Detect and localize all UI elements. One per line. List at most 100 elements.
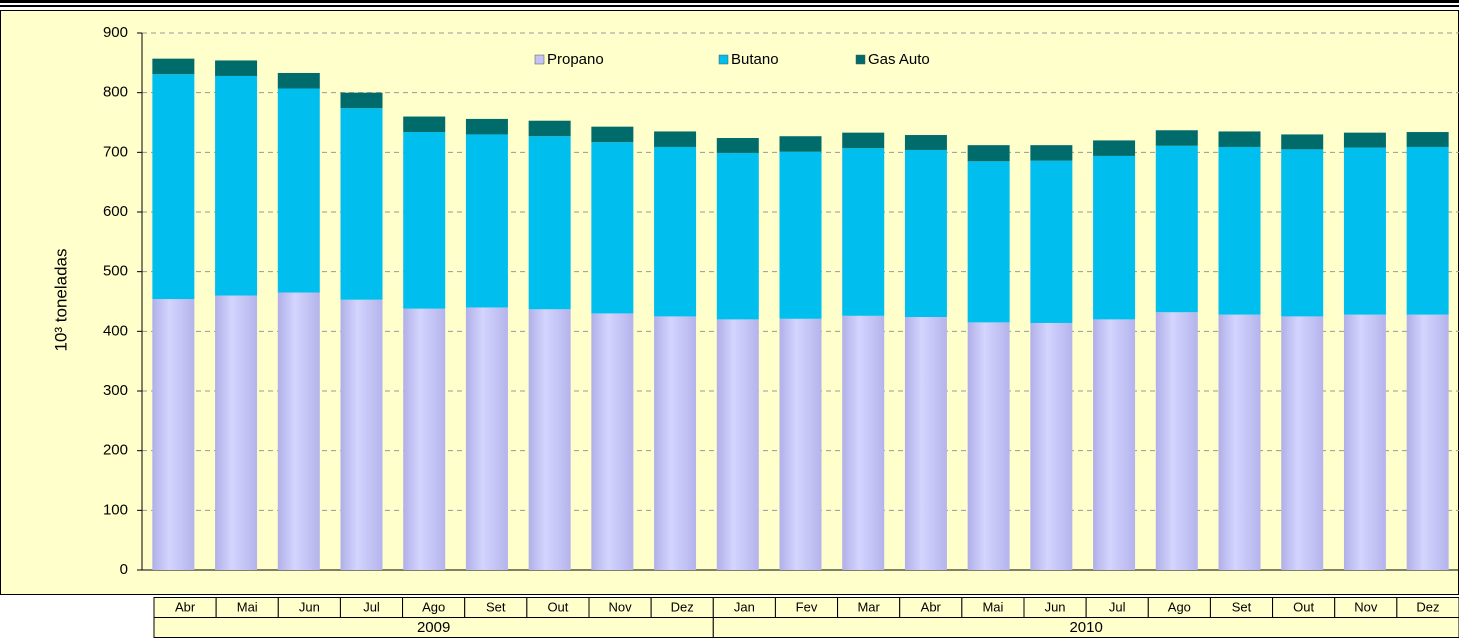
bar-segment [340, 92, 383, 109]
bar-segment [403, 116, 446, 133]
bar-segment [1343, 132, 1386, 148]
legend-marker [534, 54, 545, 65]
bar-segment [1030, 145, 1073, 161]
bar-segment [1281, 134, 1324, 150]
bar-segment [654, 146, 697, 317]
legend-marker [718, 54, 729, 65]
y-tick-label: 800 [103, 84, 128, 101]
y-axis-label: 10³ toneladas [51, 248, 70, 351]
bar-segment [842, 315, 885, 570]
top-border [0, 5, 1459, 7]
bar-segment [215, 60, 258, 76]
x-tick-label: Set [1232, 599, 1252, 614]
bar-segment [1093, 319, 1136, 570]
bar-segment [1155, 130, 1198, 146]
x-tick-label: Jul [1109, 599, 1126, 614]
legend-marker [855, 54, 866, 65]
y-tick-label: 700 [103, 143, 128, 160]
bar-segment [842, 148, 885, 316]
bar-segment [842, 132, 885, 149]
y-tick-label: 0 [120, 561, 128, 578]
x-tick-label: Nov [609, 599, 633, 614]
bar-segment [1406, 146, 1449, 315]
bar-segment [528, 120, 571, 137]
bar-segment [967, 322, 1010, 570]
x-tick-label: Ago [422, 599, 445, 614]
bar-segment [1093, 155, 1136, 320]
x-tick-label: Dez [1416, 599, 1439, 614]
x-tick-label: Abr [921, 599, 942, 614]
x-tick-label: Out [1293, 599, 1314, 614]
bar-segment [1406, 314, 1449, 570]
bar-segment [403, 132, 446, 309]
bar-segment [1093, 140, 1136, 156]
bar-segment [1343, 314, 1386, 570]
bar-segment [528, 136, 571, 310]
x-tick-label: Set [486, 599, 506, 614]
y-tick-label: 900 [103, 24, 128, 41]
bar-segment [654, 131, 697, 147]
bar-segment [152, 299, 195, 570]
y-tick-label: 100 [103, 501, 128, 518]
bar-segment [1155, 312, 1198, 570]
bar-segment [591, 313, 634, 570]
x-tick-label: Mai [237, 599, 258, 614]
bar-segment [779, 136, 822, 152]
x-tick-label: Jan [734, 599, 755, 614]
bar-segment [1406, 132, 1449, 147]
top-border [0, 0, 1459, 3]
y-tick-label: 500 [103, 263, 128, 280]
legend-label: Propano [547, 51, 604, 68]
x-tick-label: Mai [982, 599, 1003, 614]
bar-segment [1218, 314, 1261, 570]
bar-segment [779, 318, 822, 570]
bar-segment [528, 309, 571, 570]
bar-segment [340, 299, 383, 570]
bar-segment [277, 72, 320, 89]
bar-segment [967, 145, 1010, 162]
bar-segment [465, 307, 508, 570]
x-tick-label: Jul [363, 599, 380, 614]
bar-segment [591, 126, 634, 143]
bar-segment [152, 58, 195, 75]
bar-segment [403, 308, 446, 570]
bar-segment [904, 149, 947, 318]
bar-segment [1155, 145, 1198, 313]
y-tick-label: 400 [103, 322, 128, 339]
bar-segment [904, 135, 947, 150]
bar-segment [591, 142, 634, 314]
x-tick-label: Dez [671, 599, 694, 614]
bar-segment [340, 108, 383, 300]
bar-segment [904, 317, 947, 570]
bar-segment [1343, 147, 1386, 315]
bar-segment [277, 292, 320, 570]
bar-segment [1218, 131, 1261, 147]
x-tick-label: Fev [796, 599, 818, 614]
bar-segment [1281, 149, 1324, 317]
x-tick-label: Abr [175, 599, 196, 614]
x-tick-label: Nov [1354, 599, 1378, 614]
bar-segment [716, 319, 759, 570]
bar-segment [654, 316, 697, 570]
bar-segment [716, 138, 759, 153]
x-tick-label: Jun [1045, 599, 1066, 614]
y-tick-label: 200 [103, 442, 128, 459]
bar-segment [152, 74, 195, 300]
x-tick-label: Mar [857, 599, 880, 614]
x-tick-label: Ago [1168, 599, 1191, 614]
bar-segment [465, 134, 508, 308]
y-tick-label: 600 [103, 203, 128, 220]
bar-segment [1030, 160, 1073, 323]
x-tick-label: Jun [299, 599, 320, 614]
bar-segment [1030, 322, 1073, 570]
x-tick-label: Out [547, 599, 568, 614]
bar-segment [215, 295, 258, 570]
x-group-label: 2009 [417, 619, 450, 636]
bar-segment [1218, 146, 1261, 315]
legend-label: Gas Auto [868, 51, 930, 68]
bar-segment [779, 151, 822, 319]
bar-segment [215, 75, 258, 296]
y-tick-label: 300 [103, 382, 128, 399]
bar-segment [465, 118, 508, 135]
